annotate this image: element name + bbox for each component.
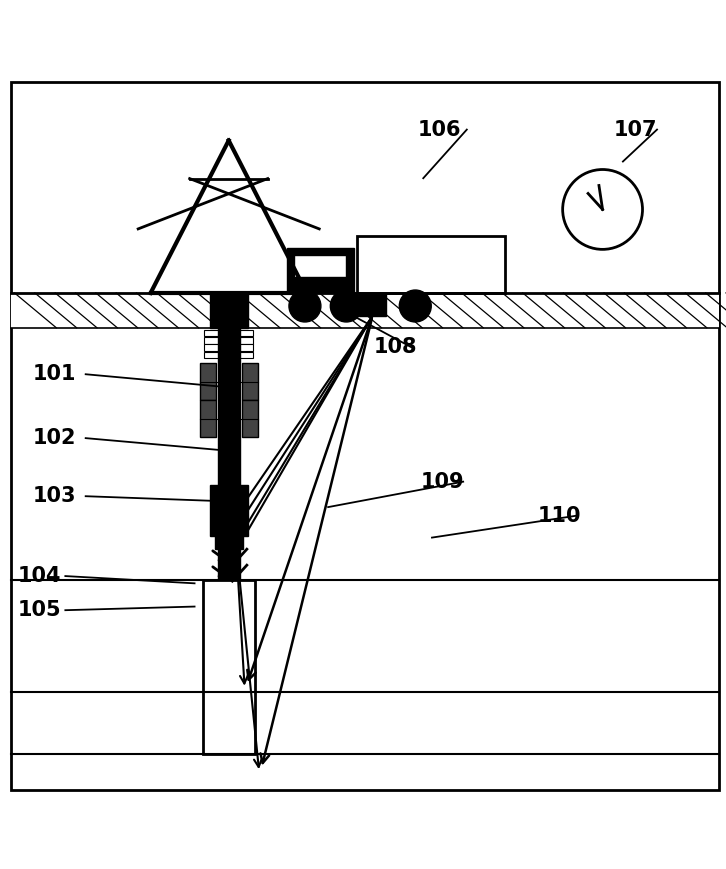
Bar <box>242 362 258 401</box>
Bar <box>287 248 354 293</box>
Text: 105: 105 <box>18 600 62 620</box>
Text: 106: 106 <box>417 120 461 140</box>
Text: 109: 109 <box>421 472 465 492</box>
Text: 103: 103 <box>33 487 76 507</box>
Bar <box>210 293 248 328</box>
Text: 101: 101 <box>33 364 76 384</box>
Bar <box>242 400 258 437</box>
Bar <box>216 622 242 629</box>
Text: 102: 102 <box>33 428 76 448</box>
Circle shape <box>289 290 321 322</box>
Bar <box>210 485 248 536</box>
Bar <box>11 293 719 328</box>
Bar <box>204 344 253 351</box>
Circle shape <box>399 290 431 322</box>
Bar <box>218 328 240 591</box>
Text: 108: 108 <box>374 337 417 357</box>
Bar <box>359 293 386 316</box>
Bar <box>204 330 253 336</box>
Text: 110: 110 <box>537 506 581 526</box>
Bar <box>203 580 255 754</box>
Bar <box>211 591 246 623</box>
Bar <box>200 362 216 401</box>
Circle shape <box>563 169 643 249</box>
Bar <box>200 400 216 437</box>
Circle shape <box>330 290 362 322</box>
Bar <box>204 352 253 358</box>
Bar <box>357 236 505 293</box>
Bar <box>204 337 253 344</box>
Text: 107: 107 <box>613 120 657 140</box>
Bar <box>215 536 242 549</box>
Text: 104: 104 <box>18 566 62 586</box>
Bar <box>294 255 346 277</box>
